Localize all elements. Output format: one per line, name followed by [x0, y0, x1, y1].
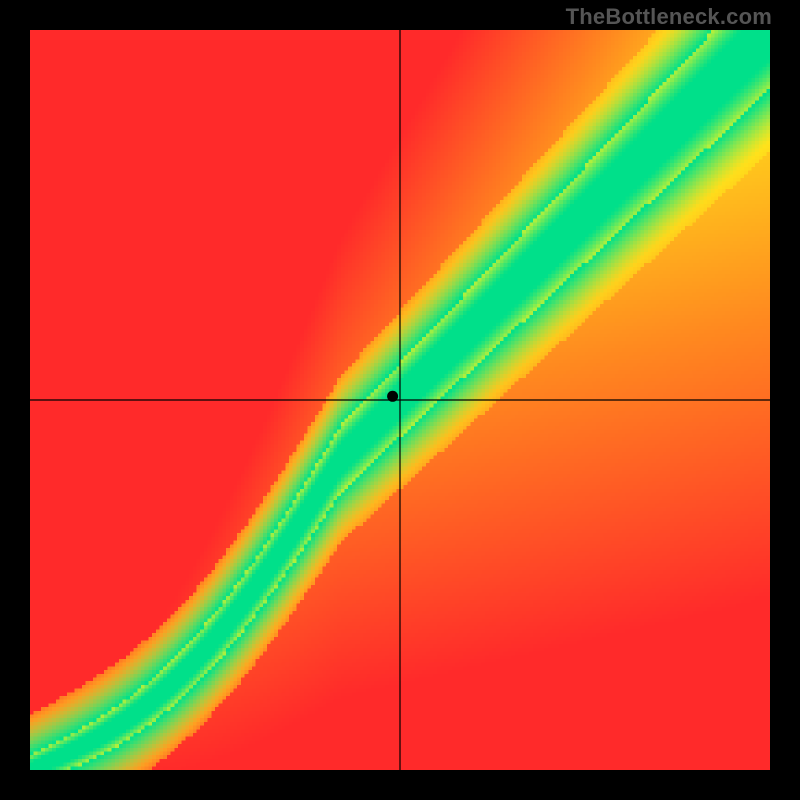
plot-area: [30, 30, 770, 770]
figure-root: TheBottleneck.com: [0, 0, 800, 800]
heatmap-canvas: [30, 30, 770, 770]
watermark-text: TheBottleneck.com: [566, 4, 772, 30]
